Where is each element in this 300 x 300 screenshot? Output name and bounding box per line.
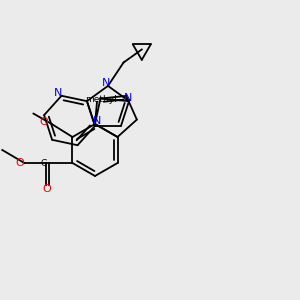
Text: N: N: [124, 93, 133, 103]
Text: N: N: [93, 116, 101, 126]
Text: O: O: [15, 158, 24, 168]
Text: O: O: [42, 184, 51, 194]
Text: C: C: [40, 158, 46, 167]
Text: N: N: [54, 88, 63, 98]
Text: O: O: [39, 117, 48, 127]
Text: N: N: [102, 78, 110, 88]
Text: methyl: methyl: [85, 95, 117, 104]
